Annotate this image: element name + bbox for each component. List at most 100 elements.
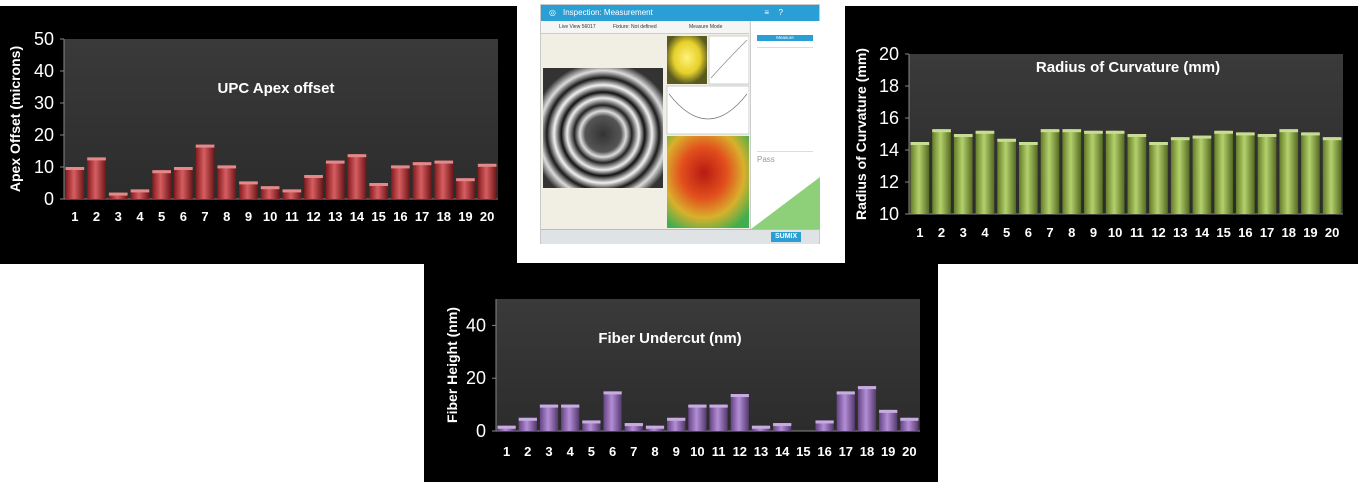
bar-cap [497, 425, 516, 429]
bar-cap [1105, 130, 1125, 134]
heatmap-image [667, 136, 749, 228]
bar [857, 386, 877, 431]
bar-cap [1301, 132, 1320, 136]
bar-cap [582, 420, 601, 424]
y-tick-label: 0 [44, 189, 54, 209]
bar-cap [1019, 142, 1038, 145]
bar-cap [217, 165, 237, 169]
x-tick-label: 12 [1151, 225, 1165, 240]
bar [539, 404, 559, 431]
bar-cap [879, 409, 898, 413]
bar-cap [751, 425, 771, 429]
bar [1192, 135, 1212, 214]
x-tick-label: 10 [1108, 225, 1122, 240]
fixture-select[interactable]: Fixture: Not defined [613, 24, 657, 30]
x-tick-label: 11 [712, 444, 726, 459]
x-tick-label: 18 [860, 444, 874, 459]
menu-icon[interactable]: ≡ [764, 8, 769, 17]
bar-cap [603, 391, 622, 395]
x-tick-label: 3 [545, 444, 552, 459]
bar [1279, 129, 1299, 214]
bar [325, 160, 345, 199]
x-tick-label: 10 [263, 209, 277, 224]
bar-cap [369, 183, 388, 186]
x-tick-label: 13 [328, 209, 342, 224]
measure-mode-toggle[interactable]: Measure Mode [689, 24, 723, 30]
bar-cap [624, 423, 643, 427]
plot-area [909, 54, 1343, 214]
x-tick-label: 2 [93, 209, 100, 224]
y-tick-label: 20 [466, 368, 486, 388]
x-tick-label: 15 [371, 209, 385, 224]
app-icon: ◎ [549, 8, 556, 17]
bar [434, 160, 454, 199]
bar [975, 130, 995, 214]
bar [1084, 130, 1103, 214]
x-tick-label: 20 [1325, 225, 1339, 240]
bar [152, 170, 171, 199]
bar-cap [1192, 135, 1212, 139]
bar [730, 394, 749, 431]
x-tick-label: 17 [415, 209, 429, 224]
x-tick-label: 2 [524, 444, 531, 459]
x-tick-label: 16 [1238, 225, 1252, 240]
x-tick-label: 17 [839, 444, 853, 459]
bar [997, 138, 1016, 214]
bar-cap [282, 189, 302, 193]
bar-cap [539, 404, 559, 408]
x-tick-label: 11 [285, 209, 299, 224]
y-tick-label: 20 [34, 125, 54, 145]
bar-cap [1279, 129, 1299, 133]
bar-cap [815, 420, 834, 424]
inspection-screenshot: ◎ Inspection: Measurement ≡ ? Live View … [540, 4, 820, 244]
bar [456, 178, 475, 199]
bar [1322, 137, 1342, 214]
bar [773, 423, 792, 431]
bar [174, 167, 193, 199]
y-axis-label: Apex Offset (microns) [7, 46, 23, 192]
window-titlebar: ◎ Inspection: Measurement ≡ ? [541, 5, 819, 21]
live-view-select[interactable]: Live View 56017 [559, 24, 596, 30]
plot-area [496, 299, 920, 431]
bar [709, 404, 728, 431]
bar-cap [1214, 130, 1233, 134]
bar-cap [975, 130, 995, 134]
bar [518, 417, 537, 431]
bar-cap [688, 404, 707, 408]
bar [412, 162, 432, 199]
help-icon[interactable]: ? [778, 8, 783, 17]
x-tick-label: 18 [1282, 225, 1296, 240]
x-tick-label: 18 [437, 209, 451, 224]
y-tick-label: 20 [879, 44, 899, 64]
x-tick-label: 4 [136, 209, 144, 224]
bar-cap [195, 144, 215, 148]
bar [624, 423, 643, 431]
y-tick-label: 14 [879, 140, 899, 160]
x-tick-label: 3 [115, 209, 122, 224]
bar-cap [130, 189, 150, 193]
measure-button[interactable]: Measure [757, 35, 813, 41]
bar [1214, 130, 1233, 214]
bar [391, 165, 410, 199]
bar-cap [645, 425, 665, 429]
bar [1149, 142, 1168, 214]
x-tick-label: 7 [201, 209, 208, 224]
bar-cap [900, 417, 919, 421]
x-tick-label: 5 [588, 444, 595, 459]
bar-cap [1149, 142, 1168, 145]
x-tick-label: 1 [503, 444, 510, 459]
bar-cap [477, 163, 497, 167]
x-tick-label: 6 [180, 209, 187, 224]
x-tick-label: 16 [393, 209, 407, 224]
bar-cap [347, 154, 367, 158]
bar-cap [910, 142, 930, 145]
bar-cap [260, 186, 280, 190]
x-tick-label: 4 [567, 444, 575, 459]
x-tick-label: 12 [306, 209, 320, 224]
pass-indicator [751, 177, 820, 229]
bar-cap [391, 165, 410, 169]
x-tick-label: 13 [754, 444, 768, 459]
measurement-images [541, 34, 749, 230]
bar [217, 165, 237, 199]
x-tick-label: 1 [71, 209, 78, 224]
